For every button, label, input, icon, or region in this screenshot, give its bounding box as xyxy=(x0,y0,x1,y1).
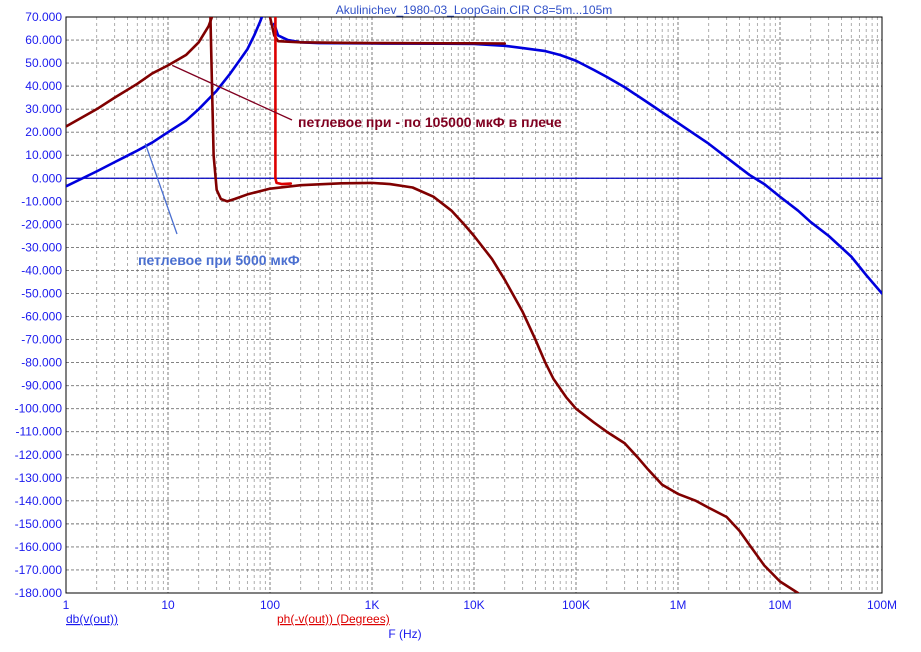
y-tick-label: 50.000 xyxy=(25,56,62,70)
minor-grid xyxy=(96,17,878,593)
series-line xyxy=(274,17,293,186)
y-tick-label: 20.000 xyxy=(25,125,62,139)
x-tick-label: 100K xyxy=(562,598,590,612)
y-tick-label: -10.000 xyxy=(21,194,62,208)
chart-title: Akulinichev_1980-03_LoopGain.CIR C8=5m..… xyxy=(336,3,613,17)
y-tick-label: -20.000 xyxy=(21,217,62,231)
annotation-label: петлевое при 5000 мкФ xyxy=(138,252,300,268)
series-line xyxy=(272,22,882,295)
annotation-leader-line xyxy=(171,64,293,121)
x-tick-label: 10K xyxy=(463,598,484,612)
major-grid xyxy=(65,16,883,594)
y-tick-label: 70.000 xyxy=(25,10,62,24)
x-tick-label: 100M xyxy=(867,598,897,612)
series-line xyxy=(209,17,800,593)
annotation-label: петлевое при - по 105000 мкФ в плече xyxy=(298,114,562,130)
y-label-phase: ph(-v(out)) (Degrees) xyxy=(277,612,390,626)
x-tick-label: 1M xyxy=(670,598,687,612)
y-tick-label: -90.000 xyxy=(21,379,62,393)
y-tick-label: -130.000 xyxy=(15,471,63,485)
y-tick-label: -150.000 xyxy=(15,517,63,531)
y-tick-label: -100.000 xyxy=(15,402,63,416)
y-tick-label: -70.000 xyxy=(21,333,62,347)
annotations: петлевое при - по 105000 мкФ в плече петл… xyxy=(138,64,562,268)
y-tick-label: -30.000 xyxy=(21,240,62,254)
y-tick-label: -50.000 xyxy=(21,286,62,300)
y-tick-label: 40.000 xyxy=(25,79,62,93)
x-tick-label: 10 xyxy=(161,598,175,612)
y-tick-label: 60.000 xyxy=(25,33,62,47)
y-tick-label: -40.000 xyxy=(21,263,62,277)
y-tick-label: -120.000 xyxy=(15,448,63,462)
annotation-leader-line xyxy=(144,143,178,235)
y-tick-label: -110.000 xyxy=(16,425,63,439)
plot-frame xyxy=(65,16,883,594)
y-tick-label: 30.000 xyxy=(25,102,62,116)
y-tick-label: -160.000 xyxy=(15,540,63,554)
y-tick-label: -80.000 xyxy=(21,356,62,370)
y-tick-labels: 70.000 60.000 50.000 40.000 30.000 20.000 10.0… xyxy=(15,10,63,600)
x-tick-label: 10M xyxy=(768,598,791,612)
series-line xyxy=(66,17,214,128)
series-line xyxy=(66,17,264,188)
x-tick-label: 1K xyxy=(365,598,380,612)
y-tick-label: 10.000 xyxy=(25,148,62,162)
x-tick-labels: 1 10 100 1K 10K 100K 1M 10M 100M xyxy=(63,598,897,612)
y-tick-label: -170.000 xyxy=(15,563,63,577)
series-group xyxy=(66,17,882,593)
x-tick-label: 100 xyxy=(260,598,280,612)
y-label-magnitude: db(v(out)) xyxy=(66,612,118,626)
x-axis-label: F (Hz) xyxy=(388,627,421,641)
y-tick-label: -180.000 xyxy=(15,586,63,600)
y-tick-label: -60.000 xyxy=(21,310,62,324)
y-tick-label: -140.000 xyxy=(15,494,63,508)
y-tick-label: 0.000 xyxy=(32,171,62,185)
x-tick-label: 1 xyxy=(63,598,70,612)
